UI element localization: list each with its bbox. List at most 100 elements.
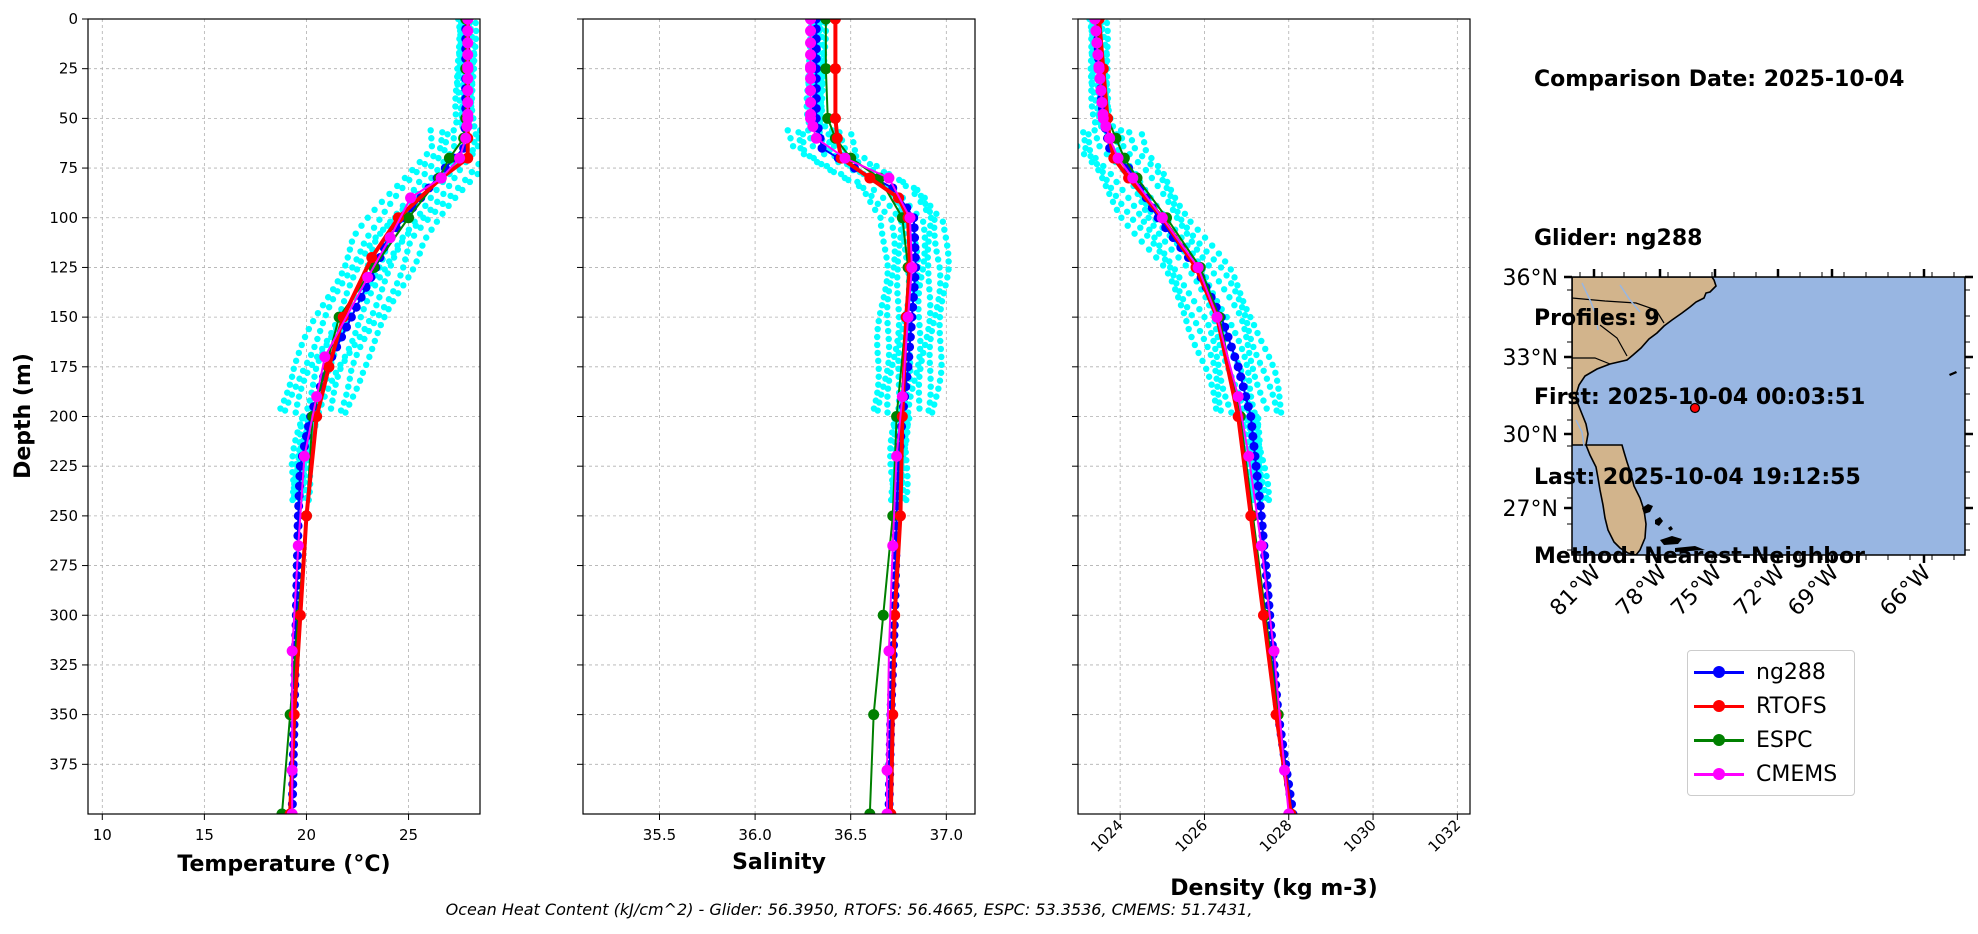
profile-point (347, 367, 355, 374)
profile-point (342, 262, 349, 269)
profile-point (934, 256, 942, 263)
series-point-CMEMS (435, 172, 447, 184)
profile-point (1225, 401, 1232, 408)
profile-point (1138, 131, 1146, 138)
series-point-ng288 (293, 531, 303, 541)
profile-point (884, 262, 891, 269)
series-point-CMEMS (1268, 645, 1280, 657)
profile-point (904, 480, 911, 488)
legend-label: ESPC (1756, 727, 1813, 753)
series-point-CMEMS (1097, 108, 1109, 120)
profile-point (1241, 311, 1249, 319)
profile-point (1226, 294, 1233, 301)
profile-point (935, 385, 942, 392)
profile-point (376, 294, 383, 301)
profile-point (937, 280, 944, 287)
profile-point (1243, 361, 1250, 369)
series-point-CMEMS (311, 391, 323, 403)
series-point-CMEMS (1211, 311, 1223, 323)
series-point-ng288 (1226, 342, 1236, 352)
profile-point (427, 194, 434, 202)
profile-point (885, 343, 893, 351)
profile-point (1192, 319, 1200, 327)
profile-point (1185, 325, 1192, 333)
profile-point (427, 162, 435, 170)
profile-point (1103, 150, 1111, 158)
series-point-ng288 (1243, 402, 1253, 412)
profile-point (1199, 357, 1206, 365)
series-point-RTOFS (887, 709, 899, 721)
profile-point (1104, 35, 1112, 43)
profile-point (366, 353, 373, 361)
profile-point (474, 170, 480, 178)
series-point-CMEMS (405, 192, 417, 204)
legend-swatch (1694, 696, 1744, 716)
series-point-RTOFS (829, 63, 841, 75)
profile-point (1085, 131, 1092, 138)
legend-swatch (1694, 662, 1744, 682)
profile-point (472, 27, 480, 35)
profile-point (394, 182, 401, 190)
profile-point (1196, 305, 1203, 313)
profile-point (1273, 377, 1281, 384)
profile-point (416, 158, 423, 166)
profile-point (936, 313, 944, 321)
profile-point (381, 278, 389, 285)
profile-point (1160, 190, 1167, 198)
series-point-CMEMS (462, 61, 474, 73)
profile-point (1219, 385, 1227, 392)
profile-point (439, 129, 446, 136)
series-point-CMEMS (1095, 85, 1107, 97)
series-point-ESPC (820, 19, 832, 25)
profile-point (1253, 351, 1260, 359)
profile-point (919, 218, 927, 225)
profile-point (1221, 258, 1229, 265)
series-point-ng288 (909, 282, 919, 292)
series-point-CMEMS (805, 85, 817, 97)
profile-point (419, 242, 426, 249)
profile-point (917, 365, 924, 372)
profile-point (1271, 399, 1279, 406)
profile-point (1164, 178, 1171, 186)
series-point-RTOFS (829, 112, 841, 124)
profile-point (845, 176, 852, 184)
profile-point (1159, 262, 1167, 269)
profile-point (374, 329, 381, 337)
profile-point (1142, 166, 1150, 174)
profile-point (311, 373, 318, 380)
profile-point (1196, 240, 1203, 247)
profile-point (891, 240, 898, 247)
profile-point (345, 383, 352, 390)
profile-point (897, 234, 904, 241)
profile-point (1161, 238, 1169, 245)
series-point-CMEMS (810, 132, 822, 144)
profile-point (1264, 480, 1272, 488)
profile-point (1086, 146, 1094, 154)
profile-point (286, 381, 294, 388)
profile-point (871, 206, 879, 213)
profile-point (890, 232, 898, 239)
profile-point (1196, 327, 1204, 335)
profile-point (1125, 194, 1132, 202)
lat-tick-label: 33°N (1503, 346, 1558, 371)
series-point-ng288 (817, 143, 827, 153)
profile-point (922, 200, 929, 208)
profile-point (875, 381, 882, 388)
temperature-plot-frame (87, 18, 481, 815)
salinity-x-ticks: 35.5 36.0 36.5 37.0 (643, 814, 963, 844)
salinity-panel: 35.5 36.0 36.5 37.0 Salinity (577, 18, 976, 875)
profile-point (1208, 242, 1216, 249)
lake (1590, 503, 1598, 513)
profile-point (1176, 288, 1183, 295)
series-point-ESPC (403, 212, 415, 224)
profile-point (1254, 381, 1261, 388)
profile-point (1168, 246, 1175, 253)
series-point-CMEMS (1156, 212, 1168, 224)
profile-point (323, 341, 330, 349)
series-point-RTOFS (1257, 609, 1269, 621)
profile-point (445, 202, 452, 210)
profile-point (932, 240, 939, 247)
legend-item-rtofs: RTOFS (1694, 691, 1827, 721)
profile-point (892, 210, 899, 217)
profile-point (405, 274, 412, 281)
